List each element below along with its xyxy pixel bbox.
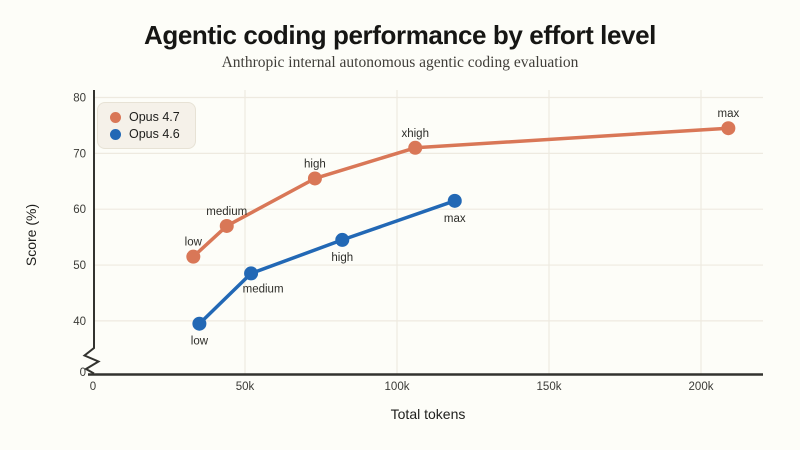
data-point-marker [335, 232, 350, 247]
x-tick-label: 150k [537, 381, 562, 393]
y-tick-label: 40 [73, 316, 86, 328]
data-point-marker [447, 193, 462, 208]
data-point-label: high [331, 252, 353, 264]
data-point-label: high [304, 158, 326, 170]
y-tick-label-zero: 0 [80, 367, 86, 379]
data-point-label: low [185, 237, 203, 249]
data-point-label: xhigh [401, 128, 429, 140]
series-line [191, 126, 731, 259]
data-point-marker [186, 249, 201, 264]
data-point-label: max [444, 213, 466, 225]
data-point-marker [307, 171, 322, 186]
legend-item-opus-4-6: Opus 4.6 [110, 127, 180, 141]
x-axis-label: Total tokens [390, 406, 466, 422]
x-tick-label: 50k [236, 381, 255, 393]
data-point-label: medium [243, 283, 284, 295]
y-axis-label: Score (%) [23, 203, 39, 267]
chart-title: Agentic coding performance by effort lev… [144, 20, 656, 50]
y-tick-label: 50 [73, 260, 86, 272]
data-point-marker [408, 140, 423, 155]
data-point-marker [721, 121, 736, 136]
data-point-marker [219, 218, 234, 233]
x-tick-label: 100k [385, 381, 410, 393]
y-axis-line-with-break [82, 90, 101, 375]
data-point-label: medium [206, 206, 247, 218]
series-marker-opus-4-6-icon [110, 128, 121, 140]
legend: Opus 4.7 Opus 4.6 [97, 102, 196, 149]
data-point-marker [192, 316, 207, 331]
legend-label: Opus 4.7 [129, 110, 180, 124]
y-tick-label: 60 [73, 204, 86, 216]
chart-subtitle: Anthropic internal autonomous agentic co… [221, 54, 579, 71]
data-point-label: max [717, 108, 739, 120]
y-tick-label: 70 [73, 148, 86, 160]
series-line [197, 199, 457, 326]
series-marker-opus-4-7-icon [110, 111, 121, 123]
data-point-label: low [191, 336, 209, 348]
legend-item-opus-4-7: Opus 4.7 [110, 110, 180, 124]
y-tick-label: 80 [73, 93, 86, 105]
x-tick-label: 200k [689, 381, 714, 393]
data-point-marker [244, 266, 259, 281]
x-tick-label: 0 [90, 381, 96, 393]
legend-label: Opus 4.6 [129, 127, 180, 141]
